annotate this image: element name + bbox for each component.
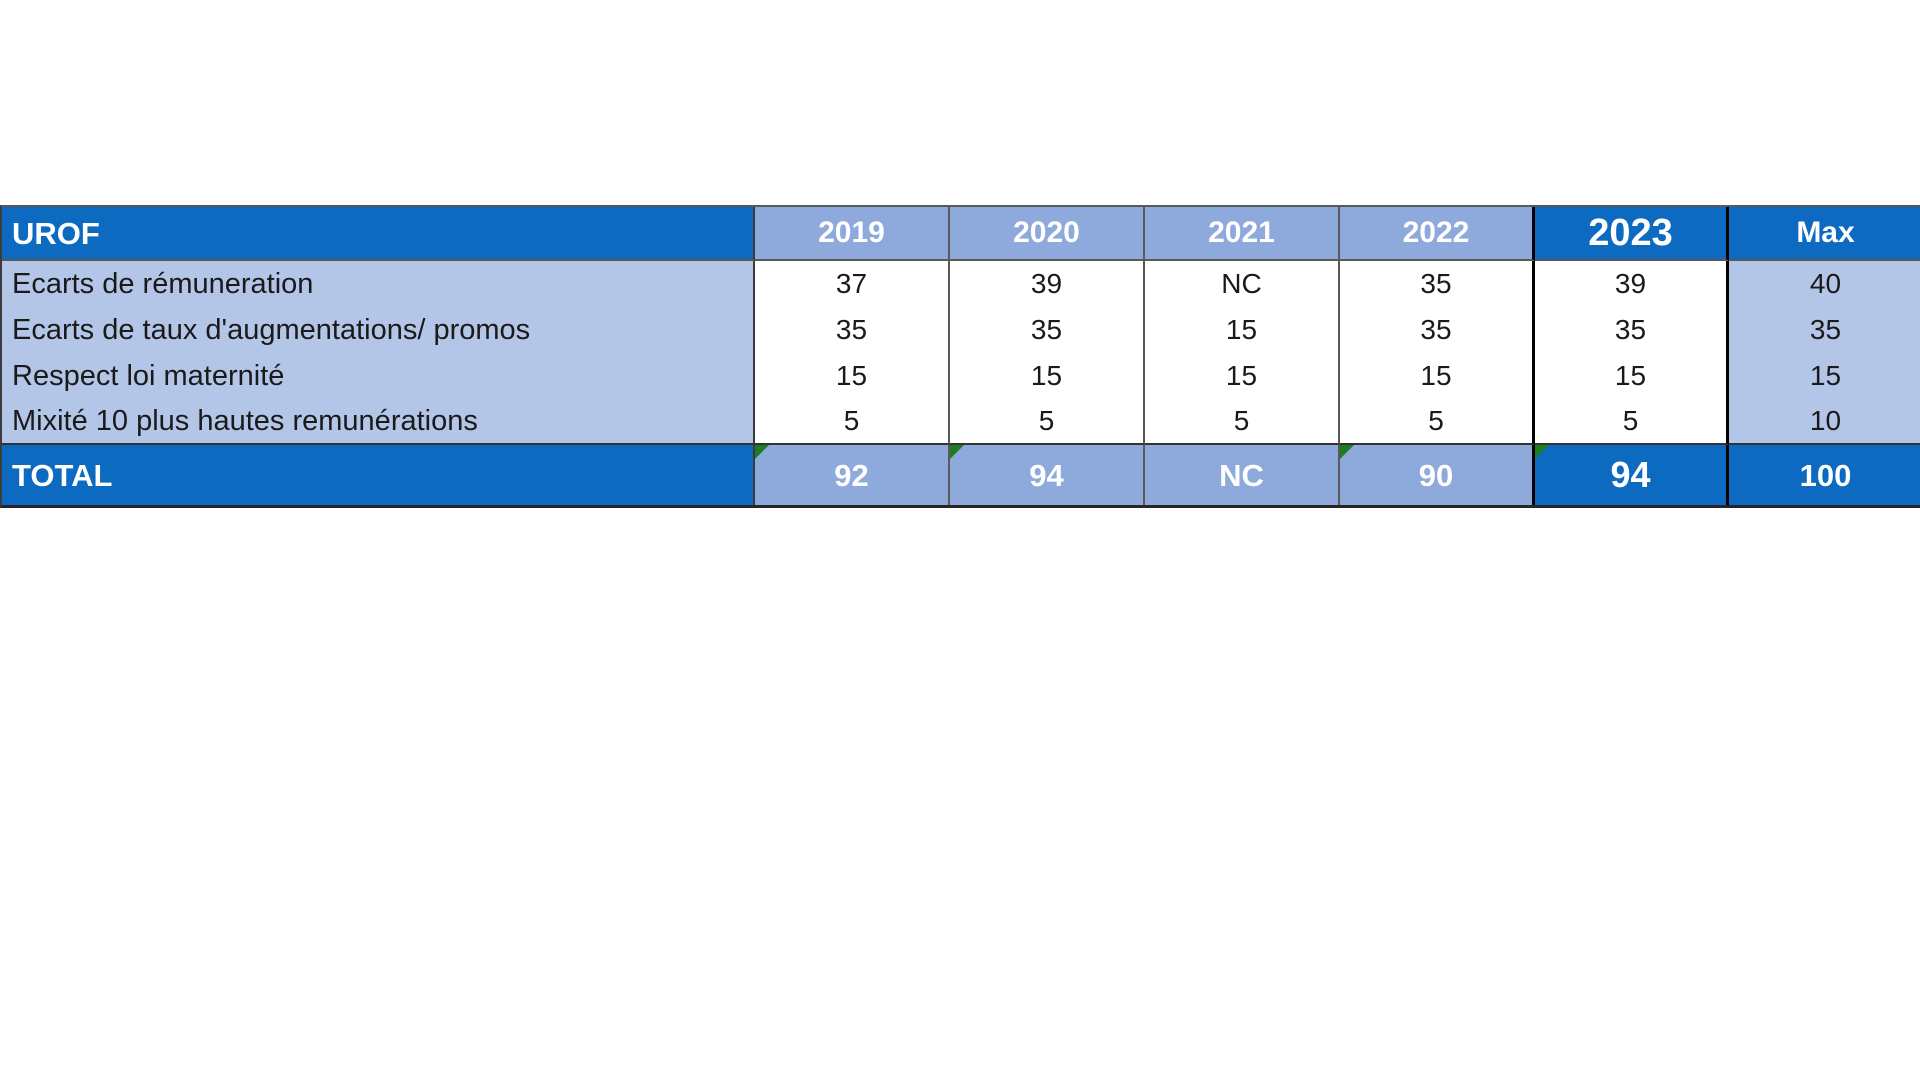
row-label: Ecarts de taux d'augmentations/ promos bbox=[2, 307, 755, 353]
total-2021: NC bbox=[1145, 445, 1340, 505]
cell-2023: 15 bbox=[1535, 353, 1729, 399]
col-header-2019: 2019 bbox=[755, 207, 950, 261]
error-flag-icon bbox=[950, 445, 964, 459]
cell-max: 10 bbox=[1729, 399, 1920, 445]
col-header-2021: 2021 bbox=[1145, 207, 1340, 261]
total-value: 94 bbox=[1029, 457, 1064, 493]
cell-max: 15 bbox=[1729, 353, 1920, 399]
urof-score-table: UROF 2019 2020 2021 2022 2023 Max Ecarts… bbox=[0, 205, 1920, 508]
cell-2022: 15 bbox=[1340, 353, 1535, 399]
total-2023: 94 bbox=[1535, 445, 1729, 505]
cell-2023: 5 bbox=[1535, 399, 1729, 445]
cell-2022: 35 bbox=[1340, 307, 1535, 353]
total-2020: 94 bbox=[950, 445, 1145, 505]
cell-2019: 5 bbox=[755, 399, 950, 445]
cell-2023: 39 bbox=[1535, 261, 1729, 307]
total-value: 90 bbox=[1418, 457, 1454, 493]
total-2022: 90 bbox=[1340, 445, 1535, 505]
row-label: Respect loi maternité bbox=[2, 353, 755, 399]
total-value: 100 bbox=[1799, 457, 1852, 493]
error-flag-icon bbox=[1535, 445, 1549, 459]
cell-max: 35 bbox=[1729, 307, 1920, 353]
cell-2020: 35 bbox=[950, 307, 1145, 353]
col-header-max: Max bbox=[1729, 207, 1920, 261]
total-max: 100 bbox=[1729, 445, 1920, 505]
cell-2020: 39 bbox=[950, 261, 1145, 307]
row-label: Mixité 10 plus hautes remunérations bbox=[2, 399, 755, 445]
error-flag-icon bbox=[1340, 445, 1354, 459]
cell-2019: 35 bbox=[755, 307, 950, 353]
cell-2021: NC bbox=[1145, 261, 1340, 307]
cell-2022: 5 bbox=[1340, 399, 1535, 445]
total-value: NC bbox=[1219, 457, 1264, 493]
col-header-2023: 2023 bbox=[1535, 207, 1729, 261]
cell-2021: 15 bbox=[1145, 353, 1340, 399]
cell-max: 40 bbox=[1729, 261, 1920, 307]
total-label-cell: TOTAL bbox=[2, 445, 755, 505]
table-title-cell: UROF bbox=[2, 207, 755, 261]
cell-2021: 15 bbox=[1145, 307, 1340, 353]
total-value: 94 bbox=[1610, 454, 1651, 495]
cell-2021: 5 bbox=[1145, 399, 1340, 445]
total-value: 92 bbox=[834, 457, 869, 493]
row-label: Ecarts de rémuneration bbox=[2, 261, 755, 307]
cell-2022: 35 bbox=[1340, 261, 1535, 307]
cell-2023: 35 bbox=[1535, 307, 1729, 353]
cell-2019: 15 bbox=[755, 353, 950, 399]
total-2019: 92 bbox=[755, 445, 950, 505]
error-flag-icon bbox=[755, 445, 769, 459]
col-header-2020: 2020 bbox=[950, 207, 1145, 261]
cell-2020: 15 bbox=[950, 353, 1145, 399]
col-header-2022: 2022 bbox=[1340, 207, 1535, 261]
cell-2020: 5 bbox=[950, 399, 1145, 445]
cell-2019: 37 bbox=[755, 261, 950, 307]
